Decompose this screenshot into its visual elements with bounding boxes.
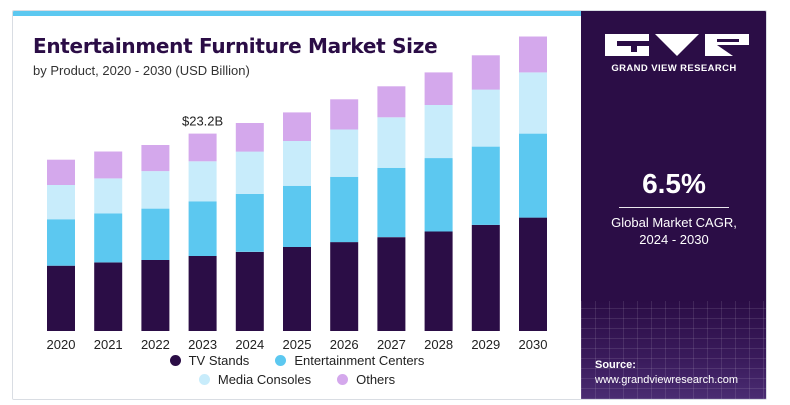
bar-segment-tv-stands-2027 — [377, 237, 406, 331]
bar-segment-entertainment-centers-2026 — [330, 176, 359, 243]
bar-segment-others-2026 — [330, 99, 359, 130]
bar-segment-entertainment-centers-2022 — [141, 208, 170, 260]
x-tick-label-2022: 2022 — [141, 337, 170, 352]
legend-item-others: Others — [337, 372, 395, 387]
bar-segment-others-2029 — [471, 55, 500, 90]
bar-segment-media-consoles-2021 — [94, 178, 123, 214]
bar-segment-others-2022 — [141, 145, 170, 172]
legend-label-media-consoles: Media Consoles — [217, 372, 312, 387]
bar-segment-tv-stands-2020 — [47, 265, 75, 331]
bar-segment-entertainment-centers-2024 — [235, 193, 264, 252]
chart-panel: Entertainment Furniture Market Size by P… — [13, 11, 581, 399]
legend-swatch-others — [337, 374, 349, 385]
bar-segment-media-consoles-2026 — [330, 129, 359, 177]
chart-title: Entertainment Furniture Market Size — [33, 34, 438, 58]
bar-segment-tv-stands-2024 — [235, 251, 264, 331]
bar-segment-others-2025 — [283, 112, 311, 141]
bar-segment-tv-stands-2023 — [188, 255, 217, 331]
cagr-value: 6.5% — [642, 168, 706, 199]
bar-segment-media-consoles-2030 — [519, 72, 547, 134]
legend-item-entertainment-centers: Entertainment Centers — [275, 353, 424, 368]
accent-bar — [13, 11, 581, 16]
decorative-grid-floor — [581, 301, 766, 399]
x-tick-label-2024: 2024 — [235, 337, 264, 352]
brand-name: GRAND VIEW RESEARCH — [611, 63, 737, 74]
bar-segment-entertainment-centers-2027 — [377, 167, 406, 238]
cagr-label-line1: Global Market CAGR, — [611, 215, 737, 230]
bar-segment-tv-stands-2028 — [424, 231, 453, 331]
x-tick-label-2028: 2028 — [424, 337, 453, 352]
cagr-label: Global Market CAGR, 2024 - 2030 — [581, 214, 766, 248]
source-label: Source: — [595, 359, 636, 371]
chart-card: Entertainment Furniture Market Size by P… — [12, 10, 767, 400]
chart-subtitle: by Product, 2020 - 2030 (USD Billion) — [33, 63, 250, 78]
x-tick-label-2023: 2023 — [188, 337, 217, 352]
gvr-logo-icon — [605, 33, 749, 57]
bar-segment-entertainment-centers-2023 — [188, 201, 217, 256]
legend-item-tv-stands: TV Stands — [169, 353, 250, 368]
bar-segment-entertainment-centers-2030 — [519, 133, 547, 218]
legend-row-2: Media Consoles Others — [13, 370, 581, 389]
bar-segment-entertainment-centers-2021 — [94, 213, 123, 263]
bar-segment-others-2027 — [377, 86, 406, 118]
stacked-bar-chart: 2020 2021 2022 2023 $23.2B 2024 2025 2026 2027 20… — [47, 36, 548, 352]
bar-segment-tv-stands-2025 — [283, 247, 311, 331]
chart-legend: TV Stands Entertainment Centers Media Co… — [13, 351, 581, 389]
legend-swatch-entertainment-centers — [275, 355, 287, 366]
bar-annotation-2023: $23.2B — [182, 114, 223, 129]
bar-segment-others-2030 — [519, 36, 547, 73]
bar-segment-others-2028 — [424, 72, 453, 105]
legend-label-others: Others — [356, 372, 396, 387]
bar-segment-entertainment-centers-2029 — [471, 146, 500, 225]
bar-segment-media-consoles-2020 — [47, 185, 75, 220]
cagr-divider — [619, 207, 729, 208]
bar-segment-media-consoles-2027 — [377, 117, 406, 168]
bar-segment-media-consoles-2023 — [188, 161, 217, 202]
info-sidebar: GRAND VIEW RESEARCH 6.5% Global Market C… — [581, 11, 766, 399]
legend-item-media-consoles: Media Consoles — [198, 372, 312, 387]
bar-segment-others-2023 — [188, 133, 217, 162]
bar-segment-entertainment-centers-2025 — [283, 185, 311, 247]
gvr-logo-mark — [605, 34, 749, 56]
source-url[interactable]: www.grandviewresearch.com — [595, 374, 739, 386]
bar-segment-others-2020 — [47, 159, 75, 185]
bar-segment-media-consoles-2022 — [141, 171, 170, 209]
bar-segment-tv-stands-2029 — [471, 224, 500, 331]
bar-segment-media-consoles-2029 — [471, 89, 500, 147]
bar-segment-tv-stands-2021 — [94, 262, 123, 331]
x-tick-label-2027: 2027 — [377, 337, 406, 352]
x-tick-label-2030: 2030 — [519, 337, 548, 352]
legend-swatch-tv-stands — [169, 355, 181, 366]
bar-segment-others-2021 — [94, 151, 123, 179]
bar-segment-tv-stands-2026 — [330, 242, 359, 331]
bar-segment-media-consoles-2024 — [235, 151, 264, 194]
x-tick-label-2026: 2026 — [330, 337, 359, 352]
bar-segment-others-2024 — [235, 123, 264, 152]
legend-row-1: TV Stands Entertainment Centers — [13, 351, 581, 370]
legend-swatch-media-consoles — [198, 374, 210, 385]
bar-segment-media-consoles-2025 — [283, 140, 311, 186]
bar-segment-entertainment-centers-2020 — [47, 219, 75, 266]
x-tick-label-2020: 2020 — [47, 337, 76, 352]
bar-segment-tv-stands-2022 — [141, 260, 170, 331]
x-tick-label-2025: 2025 — [283, 337, 312, 352]
legend-label-tv-stands: TV Stands — [188, 353, 250, 368]
bar-segment-entertainment-centers-2028 — [424, 158, 453, 232]
bar-segment-media-consoles-2028 — [424, 105, 453, 158]
cagr-label-line2: 2024 - 2030 — [639, 232, 709, 247]
x-tick-label-2029: 2029 — [471, 337, 500, 352]
bar-segment-tv-stands-2030 — [519, 217, 547, 331]
x-tick-label-2021: 2021 — [94, 337, 123, 352]
legend-label-entertainment-centers: Entertainment Centers — [294, 353, 425, 368]
